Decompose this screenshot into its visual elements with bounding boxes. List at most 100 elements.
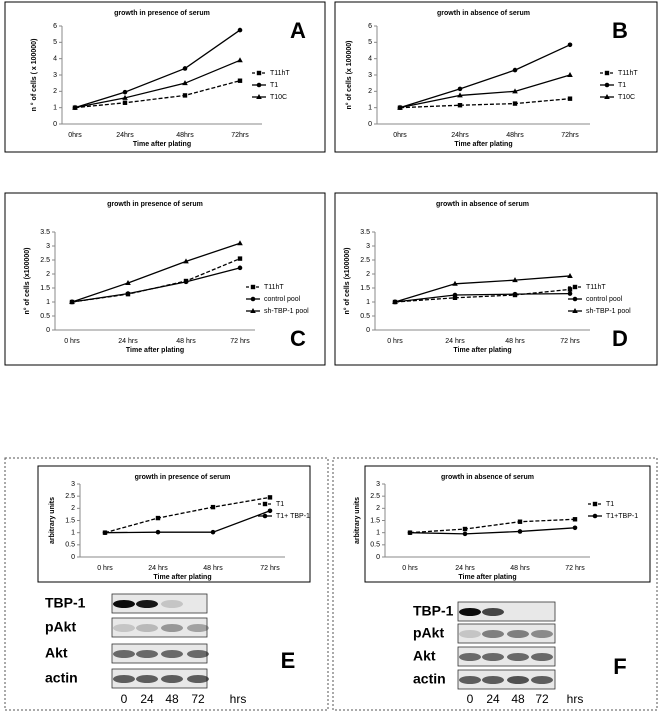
data-point	[237, 240, 243, 246]
x-tick-label: 72 hrs	[260, 565, 280, 572]
data-point	[210, 529, 216, 535]
chart-frame	[37, 465, 311, 583]
data-point	[572, 517, 578, 522]
legend-marker	[256, 82, 262, 88]
series-line	[74, 80, 241, 109]
y-tick-label: 3.5	[360, 229, 370, 236]
x-axis-label: Time after plating	[126, 347, 184, 354]
chart-frame	[364, 465, 651, 583]
data-point	[462, 531, 468, 537]
blot-band	[531, 630, 553, 638]
lane-label: 0	[467, 692, 474, 706]
legend-label: T1	[270, 82, 278, 89]
legend-label: T11hT	[264, 284, 284, 291]
blot-band	[507, 653, 529, 661]
x-tick-label: 72 hrs	[565, 565, 585, 572]
legend-marker	[572, 284, 578, 290]
legend-label: T1	[618, 82, 626, 89]
series-line	[394, 275, 571, 303]
legend-label: T10C	[618, 94, 635, 101]
blot-row-label: Akt	[45, 645, 68, 661]
y-tick-label: 1	[366, 299, 370, 306]
x-axis-label: Time after plating	[453, 347, 511, 354]
y-tick-label: 2.5	[370, 493, 380, 500]
blot-band	[136, 600, 158, 608]
blot-strip	[457, 646, 556, 667]
blot-band	[113, 624, 135, 632]
y-tick-label: 1.5	[360, 285, 370, 292]
chart-title: growth in absence of serum	[437, 10, 530, 17]
data-point	[182, 93, 188, 98]
x-tick-label: 48 hrs	[176, 338, 196, 345]
lane-label: 72	[535, 692, 549, 706]
blot-band	[459, 630, 481, 638]
y-tick-label: 6	[368, 23, 372, 30]
y-tick-label: 2	[366, 271, 370, 278]
blot-row-label: actin	[45, 670, 78, 686]
x-axis-label: Time after plating	[153, 574, 211, 581]
y-tick-label: 2	[53, 88, 57, 95]
series-line	[74, 29, 241, 109]
chart-title: growth in presence of serum	[107, 201, 203, 208]
x-axis-label: Time after plating	[133, 141, 191, 148]
blot-strip	[457, 623, 556, 644]
legend-marker	[604, 94, 610, 99]
y-tick-label: 4	[368, 56, 372, 63]
blot-strip	[457, 669, 556, 690]
series-line	[399, 74, 571, 109]
legend-marker	[572, 308, 578, 313]
y-axis-label: n° of cells (x 100000)	[345, 41, 353, 110]
y-tick-label: 1	[368, 105, 372, 112]
data-point	[452, 280, 458, 286]
legend-marker	[250, 308, 256, 313]
blot-band	[113, 600, 135, 608]
legend-marker	[256, 70, 262, 76]
x-tick-label: 0 hrs	[402, 565, 418, 572]
panel-f-frame	[332, 457, 658, 711]
y-tick-label: 3	[71, 481, 75, 488]
data-point	[69, 299, 75, 304]
blot-row-label: Akt	[413, 648, 436, 664]
data-point	[452, 295, 458, 300]
legend-label: T11hT	[270, 70, 290, 77]
chart-frame	[334, 192, 658, 366]
x-tick-label: 0 hrs	[64, 338, 80, 345]
blot-band	[161, 650, 183, 658]
data-point	[182, 66, 188, 71]
blot-band	[459, 608, 481, 616]
series-line	[399, 98, 571, 109]
legend-marker	[592, 513, 598, 519]
data-point	[237, 78, 243, 83]
legend-marker	[604, 70, 610, 76]
blot-row-label: TBP-1	[413, 603, 454, 619]
panel-letter: F	[613, 654, 626, 679]
blot-row-label: pAkt	[413, 625, 444, 641]
series-line	[409, 527, 576, 535]
x-tick-label: 0 hrs	[97, 565, 113, 572]
x-tick-label: 0hrs	[68, 132, 82, 139]
y-tick-label: 3	[366, 243, 370, 250]
legend-marker	[604, 82, 610, 88]
legend-marker	[572, 296, 578, 302]
y-tick-label: 2	[71, 505, 75, 512]
y-tick-label: 6	[53, 23, 57, 30]
x-tick-label: 24 hrs	[118, 338, 138, 345]
data-point	[512, 88, 518, 94]
y-tick-label: 1.5	[40, 285, 50, 292]
data-point	[155, 529, 161, 535]
series-line	[399, 44, 571, 109]
legend-label: T1	[276, 501, 284, 508]
panel-letter: C	[290, 326, 306, 351]
y-tick-label: 0	[71, 554, 75, 561]
series-line	[394, 288, 571, 303]
x-tick-label: 24hrs	[116, 132, 134, 139]
y-tick-label: 2	[368, 88, 372, 95]
x-tick-label: 72hrs	[231, 132, 249, 139]
y-tick-label: 0.5	[65, 542, 75, 549]
data-point	[72, 104, 78, 110]
panel-letter: D	[612, 326, 628, 351]
x-tick-label: 72 hrs	[230, 338, 250, 345]
y-tick-label: 1	[53, 105, 57, 112]
data-point	[457, 92, 463, 98]
legend-marker	[250, 284, 256, 290]
